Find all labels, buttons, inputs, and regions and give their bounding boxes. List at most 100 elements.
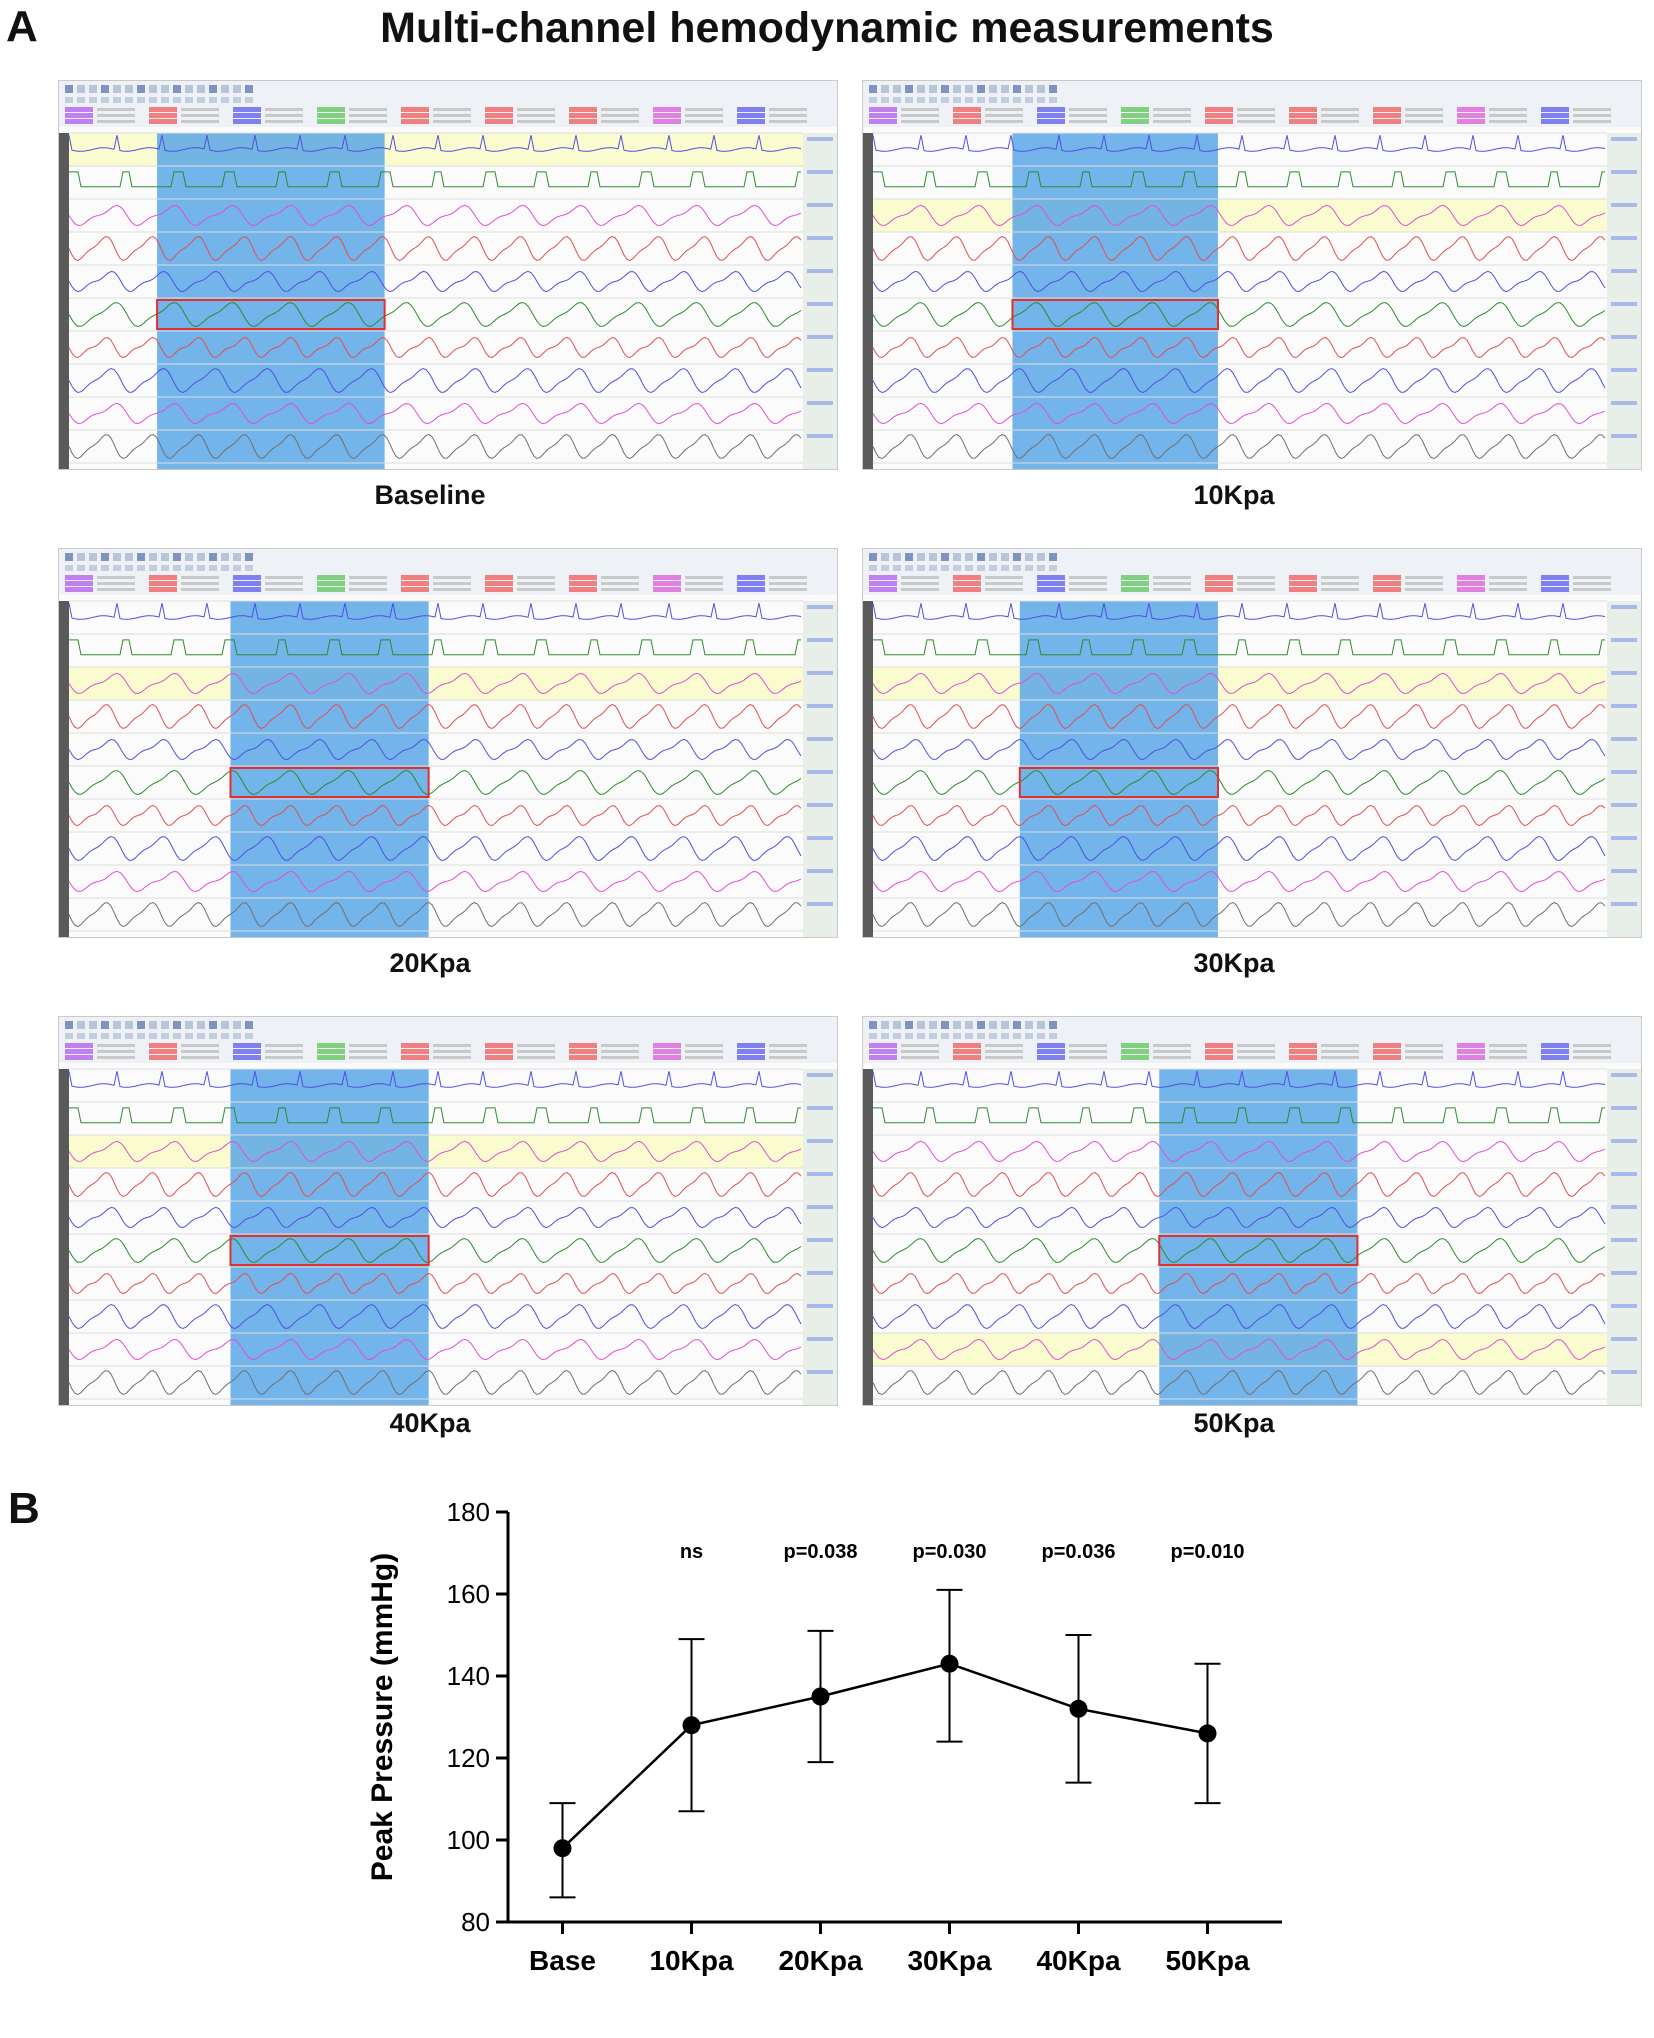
toolbar-icon [1037, 85, 1045, 93]
channel-value-text [1405, 1050, 1443, 1053]
toolbar-icon [137, 553, 145, 561]
channel-value-text [1405, 108, 1443, 111]
toolbar-icon [869, 1033, 877, 1039]
toolbar-icon [173, 1021, 181, 1029]
channel-value-text [97, 582, 135, 585]
toolbar-icon [77, 1021, 85, 1029]
toolbar-icon [161, 1021, 169, 1029]
channel-chip [317, 119, 345, 124]
channel-value-text [1069, 582, 1107, 585]
toolbar-icon [881, 1033, 889, 1039]
toolbar-icon [953, 85, 961, 93]
scale-label [1611, 704, 1637, 708]
channel-value-text [349, 582, 387, 585]
channel-chip [401, 1055, 429, 1060]
channel-chip [1457, 581, 1485, 586]
x-tick-label: 50Kpa [1165, 1945, 1249, 1976]
channel-trace [872, 870, 1606, 893]
scale-label [807, 434, 833, 438]
channel-chip [1373, 119, 1401, 124]
toolbar-icon [965, 553, 973, 561]
scale-label [807, 269, 833, 273]
channel-chip [1289, 107, 1317, 112]
toolbar-icon [893, 565, 901, 571]
left-channel-strip [863, 601, 873, 937]
measurement-box [1158, 1235, 1359, 1266]
channel-value-text [769, 1044, 807, 1047]
data-point [811, 1687, 830, 1706]
significance-annotation: p=0.038 [784, 1541, 858, 1563]
channel-value-text [1489, 588, 1527, 591]
right-scale-strip [1607, 133, 1641, 469]
toolbar-icon [209, 553, 217, 561]
channel-chip [233, 587, 261, 592]
channel-chip [653, 581, 681, 586]
scale-label [1611, 1238, 1637, 1242]
channel-trace [68, 204, 802, 227]
toolbar-icon [149, 97, 157, 103]
channel-value-text [1573, 576, 1611, 579]
toolbar-icon [977, 553, 985, 561]
channel-chip [737, 1043, 765, 1048]
channel-value-text [1069, 108, 1107, 111]
channel-chip [869, 107, 897, 112]
channel-value-text [601, 108, 639, 111]
toolbar-icon [65, 85, 73, 93]
scale-label [807, 803, 833, 807]
channel-value-text [517, 576, 555, 579]
channel-value-text [1069, 588, 1107, 591]
scale-label [807, 401, 833, 405]
toolbar-icon [1025, 85, 1033, 93]
channel-chip [65, 107, 93, 112]
toolbar-icon [197, 1021, 205, 1029]
toolbar-icon [77, 1033, 85, 1039]
x-tick-label: 20Kpa [778, 1945, 862, 1976]
channel-chip [1121, 113, 1149, 118]
peak-pressure-chart: 80 100 120 140 160 180 Peak Pressure (mmHg) Bas… [366, 1497, 1282, 1976]
y-tick-label: 100 [447, 1825, 490, 1855]
channel-value-text [1321, 1044, 1359, 1047]
channel-value-text [769, 588, 807, 591]
channel-chip [1457, 1049, 1485, 1054]
toolbar-icon [965, 97, 973, 103]
screenshot-40kpa [58, 1016, 838, 1406]
toolbar-icon [929, 85, 937, 93]
channel-value-text [517, 108, 555, 111]
scale-label [807, 836, 833, 840]
channel-chip [485, 119, 513, 124]
toolbar-icon [89, 85, 97, 93]
channel-value-text [265, 114, 303, 117]
toolbar-icon [917, 553, 925, 561]
screenshot-50kpa [862, 1016, 1642, 1406]
channel-value-text [985, 108, 1023, 111]
right-scale-strip [1607, 601, 1641, 937]
toolbar-icon [209, 85, 217, 93]
channel-value-text [901, 1050, 939, 1053]
channel-value-text [1321, 120, 1359, 123]
channel-value-text [1153, 576, 1191, 579]
channel-chip [1205, 1049, 1233, 1054]
channel-value-text [181, 576, 219, 579]
toolbar-icon [245, 1033, 253, 1039]
channel-value-text [265, 582, 303, 585]
toolbar-icon [101, 97, 109, 103]
channel-value-text [901, 114, 939, 117]
channel-value-text [1153, 120, 1191, 123]
toolbar-icon [185, 1021, 193, 1029]
channel-chip [485, 575, 513, 580]
channel-value-text [97, 1044, 135, 1047]
toolbar-icon [1001, 553, 1009, 561]
toolbar-icon [1049, 85, 1057, 93]
toolbar-icon [1049, 1021, 1057, 1029]
toolbar-icon [1037, 565, 1045, 571]
scale-label [1611, 1304, 1637, 1308]
channel-chip [869, 113, 897, 118]
toolbar-icon [893, 97, 901, 103]
y-tick-label: 180 [447, 1497, 490, 1527]
toolbar-icon [1013, 1033, 1021, 1039]
scale-label [1611, 1370, 1637, 1374]
channel-trace [872, 703, 1606, 730]
channel-chip [1457, 575, 1485, 580]
toolbar-icon [137, 85, 145, 93]
channel-value-text [181, 582, 219, 585]
